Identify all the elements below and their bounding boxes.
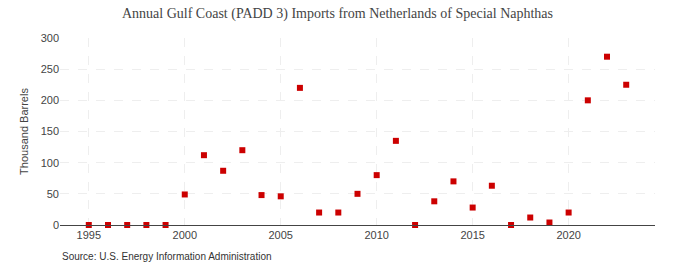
svg-text:Annual Gulf Coast (PADD 3) Imp: Annual Gulf Coast (PADD 3) Imports from … bbox=[122, 6, 553, 22]
svg-text:50: 50 bbox=[47, 188, 59, 200]
svg-text:2010: 2010 bbox=[364, 229, 388, 241]
svg-text:300: 300 bbox=[41, 32, 59, 44]
svg-text:Thousand Barrels: Thousand Barrels bbox=[18, 88, 30, 175]
svg-text:1995: 1995 bbox=[77, 229, 101, 241]
svg-text:2000: 2000 bbox=[173, 229, 197, 241]
svg-text:250: 250 bbox=[41, 63, 59, 75]
svg-text:100: 100 bbox=[41, 157, 59, 169]
svg-text:Source: U.S. Energy Informatio: Source: U.S. Energy Information Administ… bbox=[62, 251, 272, 262]
svg-text:2005: 2005 bbox=[268, 229, 292, 241]
svg-text:200: 200 bbox=[41, 94, 59, 106]
svg-text:2015: 2015 bbox=[460, 229, 484, 241]
svg-text:150: 150 bbox=[41, 125, 59, 137]
svg-text:2020: 2020 bbox=[556, 229, 580, 241]
svg-text:0: 0 bbox=[53, 219, 59, 231]
